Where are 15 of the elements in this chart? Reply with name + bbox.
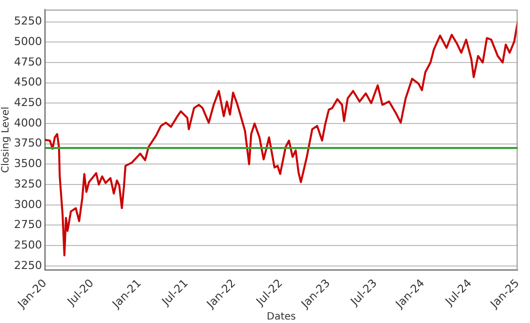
y-tick-label: 3250 [14, 177, 42, 190]
y-tick-label: 3000 [14, 198, 42, 211]
y-tick-label: 4500 [14, 76, 42, 89]
y-tick-label: 5000 [14, 35, 42, 48]
y-axis-title: Closing Level [0, 106, 12, 173]
y-tick-label: 3750 [14, 136, 42, 150]
y-tick-label: 2500 [14, 238, 42, 252]
y-tick-label: 2250 [14, 258, 42, 272]
y-tick-label: 2750 [14, 218, 42, 232]
y-tick-label: 4750 [14, 55, 42, 68]
y-tick-label: 4250 [14, 96, 42, 110]
y-tick-label: 3500 [14, 157, 42, 170]
y-tick-label: 4000 [14, 116, 42, 130]
x-axis-title: Dates [266, 312, 296, 323]
y-tick-label: 5250 [14, 14, 42, 28]
